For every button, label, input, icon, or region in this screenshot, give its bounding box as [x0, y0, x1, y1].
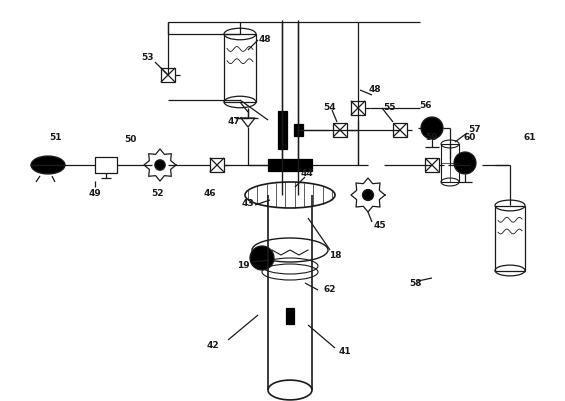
Bar — [224, 34, 256, 102]
Text: 43: 43 — [242, 198, 254, 207]
Bar — [210, 158, 224, 172]
Text: 56: 56 — [419, 101, 431, 111]
Bar — [293, 124, 302, 136]
Circle shape — [250, 246, 274, 270]
Bar — [161, 68, 175, 82]
Text: 41: 41 — [338, 348, 351, 356]
Text: 62: 62 — [324, 286, 336, 294]
Text: 47: 47 — [228, 117, 240, 126]
Ellipse shape — [31, 156, 65, 174]
Text: 54: 54 — [324, 103, 336, 113]
Text: 44: 44 — [301, 168, 314, 178]
Bar — [441, 144, 459, 182]
Text: 53: 53 — [142, 53, 154, 63]
Text: 18: 18 — [329, 251, 341, 259]
Text: 60: 60 — [464, 132, 476, 142]
Text: 52: 52 — [152, 188, 164, 198]
Text: 48: 48 — [369, 85, 381, 95]
Bar — [351, 101, 365, 115]
Circle shape — [363, 190, 373, 200]
Bar — [286, 308, 294, 324]
Text: 48: 48 — [259, 36, 271, 45]
Bar — [333, 124, 346, 137]
Circle shape — [454, 152, 476, 174]
Circle shape — [155, 160, 165, 170]
Bar — [495, 205, 525, 271]
Text: 45: 45 — [373, 221, 386, 231]
Bar — [277, 111, 286, 149]
Circle shape — [421, 117, 443, 139]
Text: 42: 42 — [207, 340, 219, 350]
Bar — [268, 159, 312, 171]
Ellipse shape — [245, 182, 335, 208]
Text: 46: 46 — [204, 188, 216, 198]
Ellipse shape — [252, 238, 328, 262]
Text: 58: 58 — [408, 279, 421, 288]
Text: 59: 59 — [425, 132, 438, 142]
Bar — [393, 124, 407, 137]
Text: 61: 61 — [524, 132, 536, 142]
Text: 49: 49 — [89, 188, 101, 198]
Text: 57: 57 — [469, 126, 481, 134]
Bar — [425, 158, 438, 172]
Text: 50: 50 — [124, 136, 136, 144]
Bar — [95, 157, 117, 173]
Text: 55: 55 — [384, 103, 396, 113]
Text: 19: 19 — [237, 261, 249, 269]
Text: 51: 51 — [49, 132, 61, 142]
